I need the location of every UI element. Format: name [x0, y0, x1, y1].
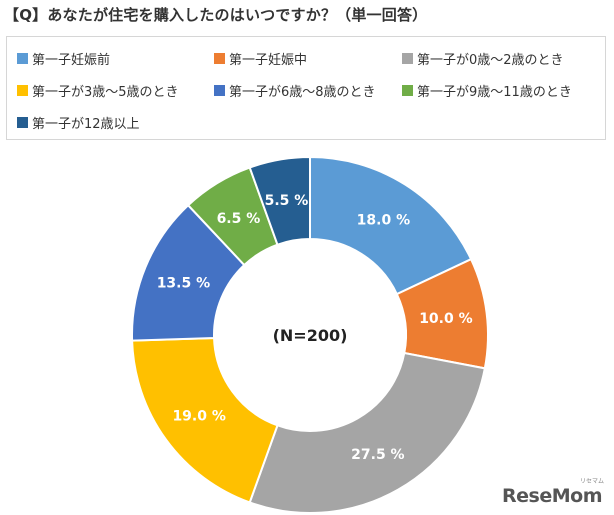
slice-value-label: 10.0 % [419, 311, 472, 327]
slice-value-label: 13.5 % [157, 276, 210, 292]
logo-subtext: リセマム [579, 478, 604, 485]
legend-swatch [17, 85, 28, 96]
legend-swatch [214, 85, 225, 96]
resemom-logo: ReseMom [502, 485, 602, 507]
legend-label: 第一子が6歳～8歳のとき [229, 85, 376, 100]
legend: 第一子妊娠前 第一子妊娠中 第一子が0歳～2歳のとき 第一子が3歳～5歳のとき 第一子が… [6, 36, 606, 140]
slice-value-label: 19.0 % [172, 409, 225, 425]
legend-swatch [214, 53, 225, 64]
slice-value-label: 27.5 % [351, 447, 404, 463]
legend-item: 第一子が6歳～8歳のとき [214, 81, 376, 100]
donut-slice [248, 155, 311, 246]
legend-item: 第一子が9歳～11歳のとき [402, 81, 572, 100]
legend-label: 第一子が0歳～2歳のとき [417, 53, 564, 68]
slice-value-label: 6.5 % [217, 211, 261, 227]
legend-swatch [17, 53, 28, 64]
slice-value-label: 18.0 % [357, 212, 410, 228]
legend-label: 第一子妊娠前 [32, 53, 111, 68]
donut-slice [248, 351, 487, 514]
donut-slice [131, 336, 279, 504]
legend-item: 第一子が3歳～5歳のとき [17, 81, 179, 100]
slice-value-label: 5.5 % [265, 193, 309, 209]
legend-item: 第一子が12歳以上 [17, 113, 140, 132]
legend-item: 第一子妊娠前 [17, 49, 110, 68]
legend-swatch [402, 53, 413, 64]
legend-label: 第一子妊娠中 [229, 53, 308, 68]
center-label: (N=200) [273, 326, 348, 345]
legend-swatch [17, 117, 28, 128]
chart-title: 【Q】あなたが住宅を購入したのはいつですか？（単一回答） [4, 6, 428, 24]
legend-swatch [402, 85, 413, 96]
donut-slice [309, 155, 473, 296]
legend-label: 第一子が9歳～11歳のとき [417, 85, 572, 100]
legend-label: 第一子が12歳以上 [32, 117, 140, 132]
legend-item: 第一子妊娠中 [214, 49, 307, 68]
legend-label: 第一子が3歳～5歳のとき [32, 85, 179, 100]
legend-item: 第一子が0歳～2歳のとき [402, 49, 564, 68]
